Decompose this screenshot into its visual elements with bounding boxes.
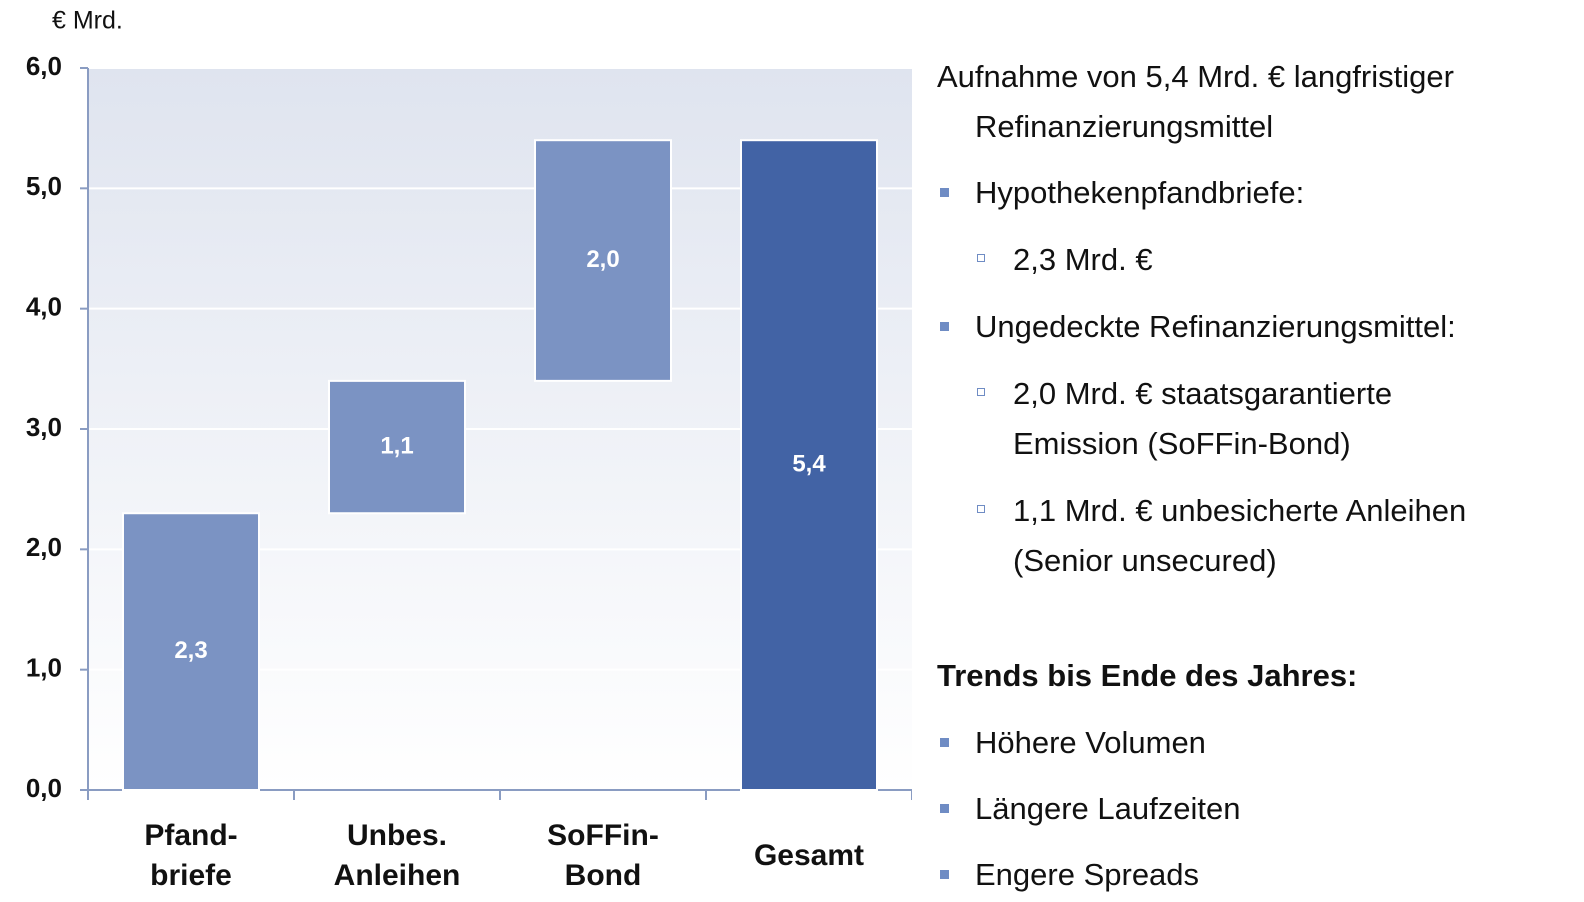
intro-text: Aufnahme von 5,4 Mrd. € langfristiger: [937, 59, 1454, 94]
x-tick-label-line: Gesamt: [754, 839, 864, 872]
data-label: 2,3: [174, 637, 207, 664]
x-tick-label-line: Anleihen: [334, 859, 461, 892]
y-tick-label: 3,0: [26, 412, 62, 442]
item-text: Emission (SoFFin-Bond): [1013, 426, 1351, 461]
x-tick-label: Gesamt: [754, 839, 864, 872]
x-tick-label-line: Bond: [565, 859, 642, 892]
bar: [328, 379, 466, 515]
y-tick-label: 2,0: [26, 532, 62, 562]
trends-title: Trends bis Ende des Jahres:: [937, 658, 1358, 693]
item-text: Hypothekenpfandbriefe:: [975, 175, 1305, 210]
unit-label: € Mrd.: [52, 7, 123, 35]
y-tick-label: 5,0: [26, 171, 62, 201]
trend-text: Längere Laufzeiten: [975, 791, 1241, 826]
bullet: [940, 804, 949, 813]
x-tick-label-line: Pfand-: [144, 819, 237, 852]
bullet: [940, 870, 949, 879]
bar: [534, 139, 672, 382]
x-tick-label: Pfand-briefe: [144, 819, 237, 892]
data-label: 5,4: [792, 450, 826, 477]
bullet: [977, 254, 985, 262]
bullet: [977, 505, 985, 513]
bullet: [977, 388, 985, 396]
x-tick-label: Unbes. Anleihen: [334, 819, 461, 892]
x-tick-label-line: SoFFin-: [547, 819, 659, 852]
item-text: 2,0 Mrd. € staatsgarantierte: [1013, 376, 1393, 411]
x-tick-label: SoFFin- Bond: [547, 819, 659, 892]
trend-text: Höhere Volumen: [975, 725, 1206, 760]
y-tick-label: 0,0: [26, 773, 62, 803]
y-tick-label: 1,0: [26, 653, 62, 683]
chart: € Mrd. 0,0 1,0 2,0 3,0 4,0 5,0 6,0 2,3 Pfand-bri…: [26, 7, 912, 892]
y-tick-label: 6,0: [26, 51, 62, 81]
trend-text: Engere Spreads: [975, 857, 1200, 892]
bullet: [940, 322, 949, 331]
item-text: Ungedeckte Refinanzierungsmittel:: [975, 309, 1456, 344]
item-text: 2,3 Mrd. €: [1013, 242, 1153, 277]
bar: [740, 139, 878, 791]
x-tick-label-line: Unbes.: [347, 819, 447, 852]
bullet: [940, 738, 949, 747]
x-tick-label-line: briefe: [150, 859, 232, 892]
data-label: 2,0: [586, 246, 619, 273]
y-tick-label: 4,0: [26, 292, 62, 322]
item-text: 1,1 Mrd. € unbesicherte Anleihen: [1013, 493, 1467, 528]
item-text: (Senior unsecured): [1013, 543, 1277, 578]
bullet: [940, 188, 949, 197]
data-label: 1,1: [380, 432, 413, 459]
intro-text: Refinanzierungsmittel: [975, 109, 1274, 144]
bar: [122, 512, 260, 791]
